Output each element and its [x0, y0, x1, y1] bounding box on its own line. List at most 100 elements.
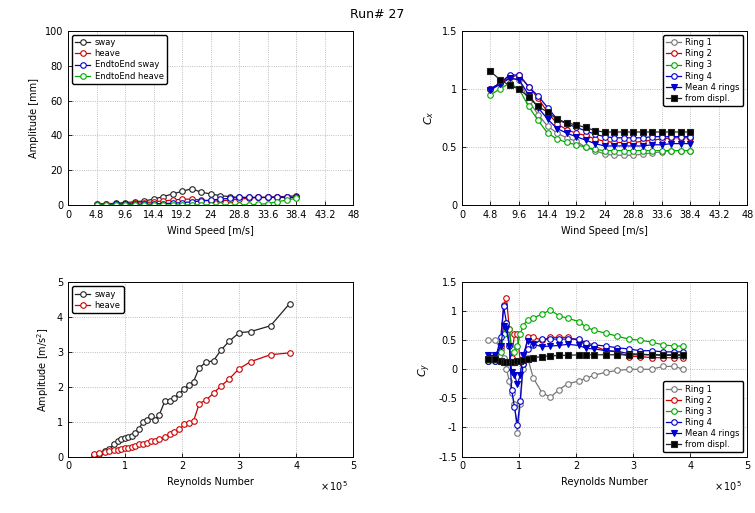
Ring 1	[505, 378, 514, 384]
Ring 3	[658, 342, 667, 348]
heave	[273, 194, 282, 201]
Ring 1	[658, 363, 667, 369]
sway	[189, 379, 198, 385]
Mean 4 rings	[499, 323, 508, 329]
from displ.	[624, 352, 633, 358]
heave	[159, 198, 168, 204]
Ring 2	[514, 72, 523, 78]
sway	[121, 200, 130, 206]
sway	[140, 198, 149, 204]
Ring 3	[601, 330, 610, 337]
Mean 4 rings	[495, 81, 504, 87]
heave	[155, 436, 164, 442]
Ring 2	[679, 354, 688, 361]
Ring 1	[505, 74, 514, 81]
Ring 2	[562, 127, 572, 133]
heave	[150, 438, 159, 444]
Ring 4	[523, 346, 532, 352]
Ring 4	[514, 72, 523, 78]
X-axis label: Reynolds Number: Reynolds Number	[168, 477, 254, 487]
Ring 3	[670, 343, 679, 349]
Text: Run# 27: Run# 27	[350, 8, 405, 21]
from displ.	[582, 352, 591, 358]
heave	[149, 199, 158, 205]
Ring 3	[572, 142, 581, 148]
Ring 3	[582, 324, 591, 330]
EndtoEnd heave	[206, 202, 215, 208]
sway	[109, 441, 119, 447]
Ring 3	[538, 311, 547, 317]
Ring 1	[554, 387, 563, 393]
Ring 1	[543, 123, 552, 129]
Ring 3	[658, 148, 667, 154]
heave	[101, 201, 110, 207]
sway	[101, 201, 110, 207]
heave	[209, 390, 218, 396]
from displ.	[491, 356, 500, 362]
heave	[217, 383, 226, 389]
Ring 1	[613, 367, 622, 373]
sway	[111, 200, 120, 206]
Ring 4	[510, 404, 519, 410]
Ring 3	[510, 349, 519, 355]
Ring 4	[679, 349, 688, 355]
heave	[292, 194, 301, 201]
Mean 4 rings	[502, 326, 511, 332]
EndtoEnd heave	[149, 202, 158, 208]
heave	[266, 351, 275, 358]
Ring 4	[648, 133, 657, 140]
from displ.	[629, 129, 638, 135]
Ring 4	[582, 340, 591, 346]
Line: Ring 3: Ring 3	[485, 307, 686, 363]
Ring 4	[483, 358, 492, 364]
Ring 2	[496, 343, 505, 349]
Ring 3	[648, 148, 657, 154]
Ring 4	[528, 342, 538, 348]
EndtoEnd sway	[140, 201, 149, 207]
Ring 2	[516, 358, 525, 364]
Ring 3	[499, 331, 508, 338]
Ring 2	[534, 95, 543, 102]
sway	[216, 192, 225, 199]
sway	[217, 347, 226, 353]
heave	[263, 194, 273, 201]
Mean 4 rings	[519, 352, 528, 359]
Ring 1	[676, 148, 686, 154]
from displ.	[486, 68, 495, 74]
heave	[196, 197, 205, 203]
Mean 4 rings	[590, 346, 599, 352]
sway	[184, 382, 193, 388]
Line: Ring 3: Ring 3	[488, 81, 693, 153]
from displ.	[514, 86, 523, 92]
heave	[254, 194, 263, 201]
heave	[113, 446, 122, 452]
Ring 2	[507, 354, 516, 361]
EndtoEnd sway	[187, 199, 196, 205]
Ring 1	[523, 354, 532, 361]
from displ.	[670, 352, 679, 358]
Ring 2	[582, 342, 591, 348]
Ring 2	[667, 135, 676, 141]
Line: EndtoEnd heave: EndtoEnd heave	[94, 195, 299, 208]
heave	[146, 438, 156, 444]
Ring 2	[502, 295, 511, 302]
sway	[150, 417, 159, 423]
Line: Ring 2: Ring 2	[488, 72, 693, 145]
Ring 2	[600, 138, 609, 144]
Ring 4	[534, 93, 543, 99]
Y-axis label: $C_x$: $C_x$	[422, 111, 436, 125]
Mean 4 rings	[686, 141, 695, 147]
heave	[134, 441, 143, 447]
Ring 4	[686, 133, 695, 140]
Ring 1	[582, 375, 591, 381]
Mean 4 rings	[510, 371, 519, 378]
Ring 1	[636, 366, 645, 372]
sway	[206, 191, 215, 197]
heave	[180, 421, 189, 427]
Ring 1	[516, 401, 525, 407]
EndtoEnd sway	[101, 202, 110, 208]
sway	[202, 359, 211, 365]
Ring 4	[499, 303, 508, 309]
Mean 4 rings	[636, 351, 645, 357]
Text: $\times\,10^5$: $\times\,10^5$	[319, 479, 348, 493]
